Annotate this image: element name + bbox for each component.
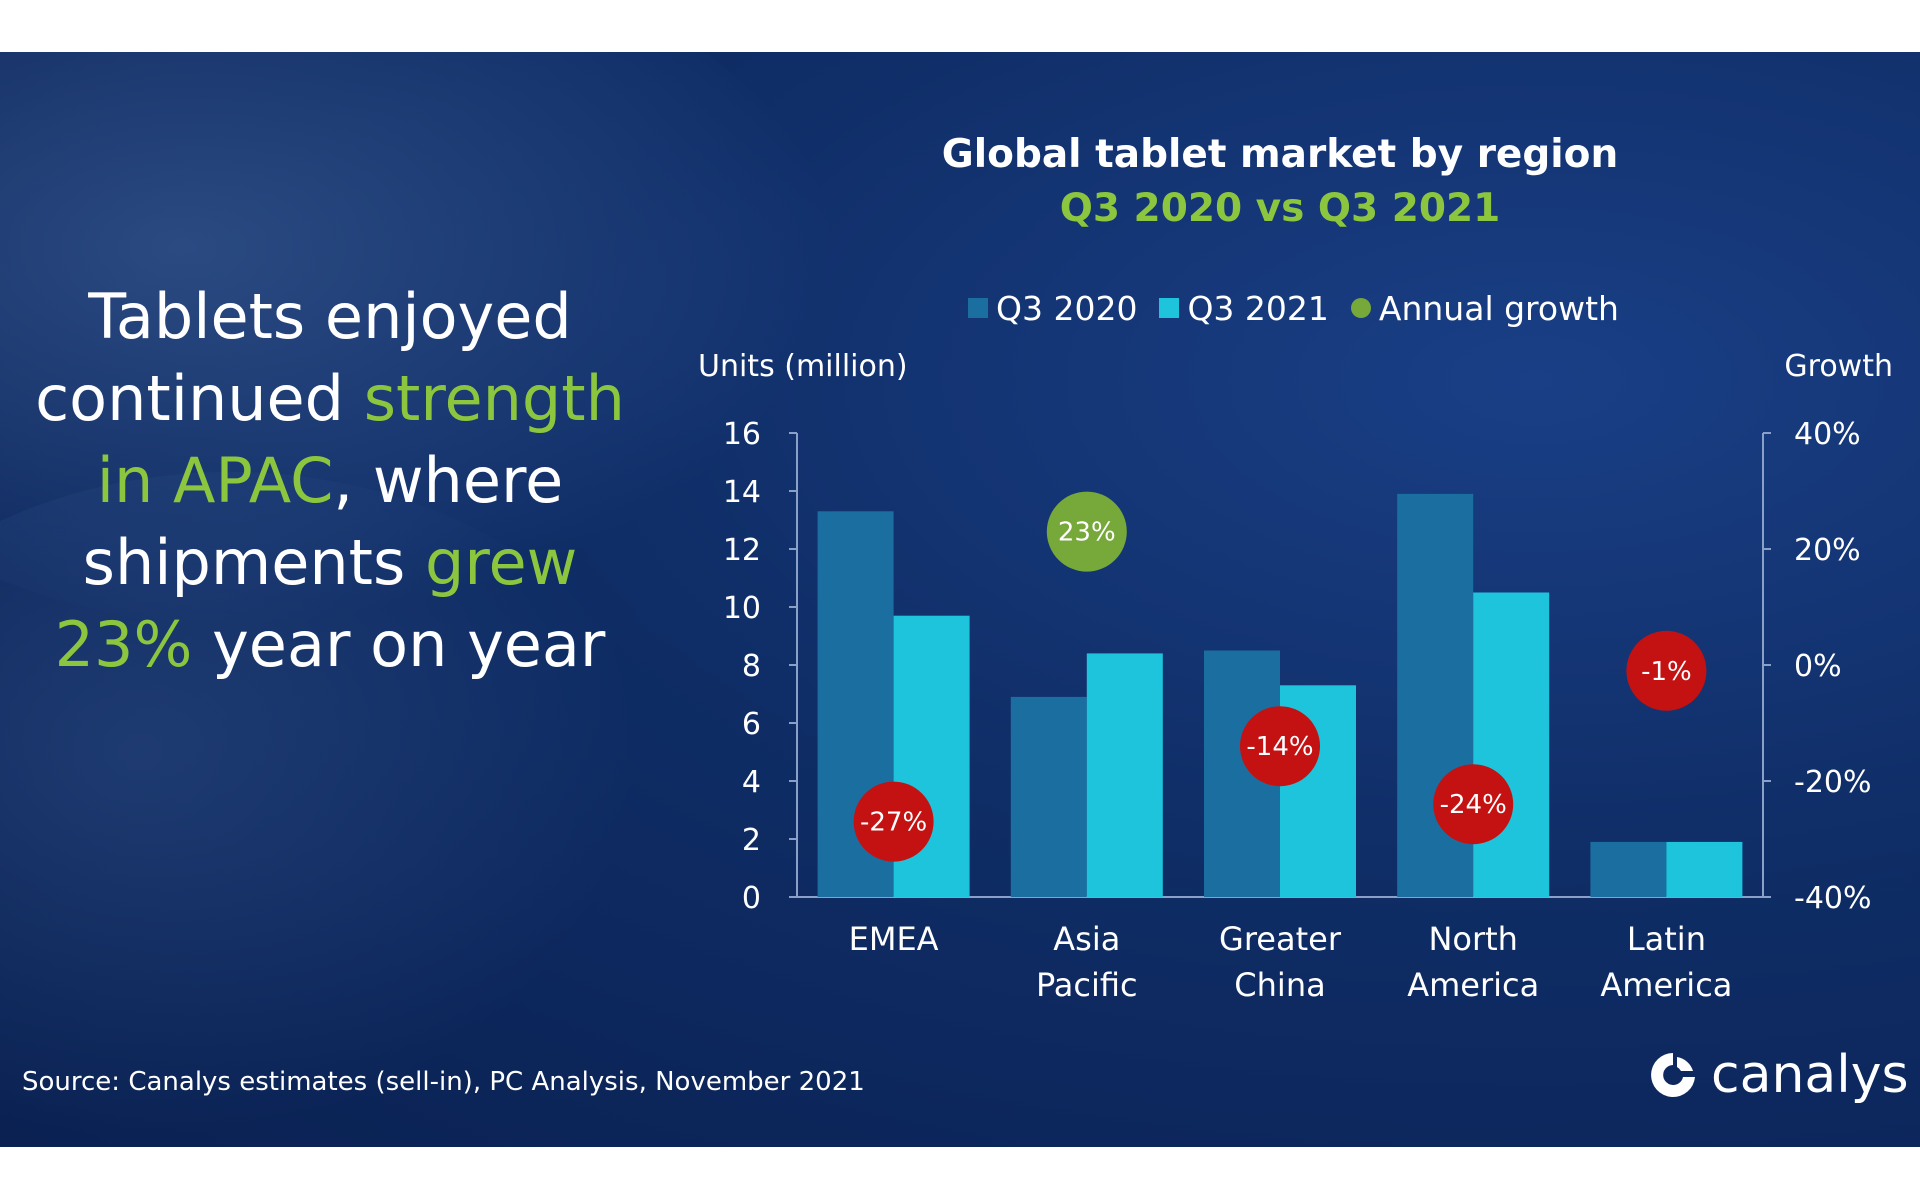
legend-swatch-q3-2021	[1159, 298, 1180, 318]
headline-line-2: continued strength	[35, 362, 625, 435]
y2-tick-label: 20%	[1794, 533, 1861, 568]
x-tick-label: Pacific	[1036, 966, 1138, 1004]
y2-axis-label: Growth	[1784, 349, 1893, 384]
y2-tick-label: 0%	[1794, 649, 1842, 684]
x-tick-label: Asia	[1053, 920, 1120, 958]
bar-q3-2020	[1010, 696, 1087, 897]
headline-line-3: in APAC, where	[96, 444, 564, 517]
bar-q3-2021	[1666, 841, 1743, 897]
y-tick-label: 12	[723, 533, 761, 568]
headline-line-5: 23% year on year	[54, 608, 606, 681]
y-tick-label: 4	[742, 765, 761, 800]
bar-q3-2021	[1086, 653, 1163, 897]
growth-marker	[1046, 491, 1127, 572]
headline-line-4: shipments grew	[82, 526, 578, 599]
x-tick-label: America	[1600, 966, 1732, 1004]
source-note: Source: Canalys estimates (sell-in), PC …	[22, 1067, 865, 1097]
growth-data-label: -1%	[1641, 657, 1692, 687]
chart-subtitle: Q3 2020 vs Q3 2021	[1059, 186, 1501, 231]
legend-item-growth: Annual growth	[1350, 289, 1619, 328]
y-tick-label: 0	[742, 881, 761, 916]
growth-data-label: -27%	[860, 808, 927, 838]
growth-data-label: 23%	[1058, 518, 1116, 548]
y2-tick-label: -40%	[1794, 881, 1872, 916]
headline-line-1: Tablets enjoyed	[88, 280, 572, 353]
y-tick-label: 14	[723, 475, 761, 510]
growth-marker	[1240, 706, 1320, 787]
x-tick-label: Latin	[1627, 920, 1706, 958]
bar-q3-2021	[1473, 592, 1550, 897]
canalys-logo: canalys	[1645, 1045, 1909, 1105]
y-axis-label: Units (million)	[698, 349, 908, 384]
growth-marker	[1626, 630, 1707, 711]
x-tick-label: America	[1407, 966, 1539, 1004]
x-tick-label: North	[1428, 920, 1518, 958]
growth-marker	[1433, 764, 1514, 845]
legend-swatch-q3-2020	[968, 298, 988, 318]
y2-tick-label: -20%	[1794, 765, 1872, 800]
growth-data-label: -24%	[1440, 790, 1507, 820]
legend-item-q3-2021: Q3 2021	[1159, 289, 1329, 328]
y-tick-label: 16	[723, 417, 761, 452]
y-tick-label: 10	[723, 591, 761, 626]
y-tick-label: 8	[742, 649, 761, 684]
x-tick-label: EMEA	[849, 920, 939, 958]
growth-data-label: -14%	[1246, 732, 1313, 762]
bar-q3-2020	[1590, 841, 1667, 897]
legend-item-q3-2020: Q3 2020	[968, 289, 1137, 328]
y-tick-label: 6	[742, 707, 761, 742]
y-tick-label: 2	[742, 823, 761, 858]
growth-marker	[853, 781, 934, 862]
x-tick-label: Greater	[1219, 920, 1342, 958]
chart-legend: Q3 2020 Q3 2021 Annual growth	[968, 288, 1641, 328]
chart-panel	[0, 52, 1920, 1147]
chart-title: Global tablet market by region	[941, 132, 1619, 177]
x-tick-label: China	[1234, 966, 1325, 1004]
y2-tick-label: 40%	[1794, 417, 1861, 452]
headline: Tablets enjoyed continued strength in AP…	[20, 276, 640, 686]
legend-dot-growth	[1350, 298, 1371, 318]
canalys-logo-icon	[1651, 1053, 1695, 1097]
